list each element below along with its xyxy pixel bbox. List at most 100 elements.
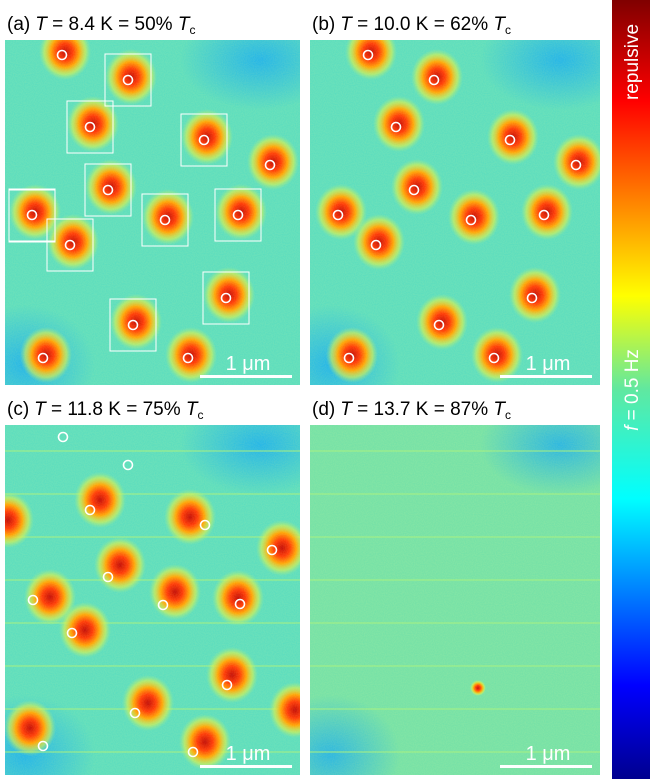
map-image (310, 425, 600, 775)
panel: (d) T = 13.7 K = 87% Tc1 μm (310, 399, 600, 775)
vortex-marker (27, 594, 39, 606)
vortex-marker (182, 352, 194, 364)
vortex-box (84, 163, 132, 217)
vortex-marker (64, 239, 76, 251)
colorbar-text: = 0.5 Hz (622, 349, 643, 426)
vortex-marker (102, 184, 114, 196)
vortex-marker (232, 209, 244, 221)
vortex-marker (56, 49, 68, 61)
vortex-marker (504, 134, 516, 146)
scale-bar (500, 765, 592, 768)
map-image (5, 425, 300, 775)
panel-text: = 13.7 K = 87% (352, 399, 494, 420)
panel-label: (b) (312, 14, 335, 35)
colorbar (612, 0, 650, 779)
panel-text: = 11.8 K = 75% (46, 399, 186, 420)
colorbar-top-label: repulsive (622, 24, 643, 100)
vortex-marker (570, 159, 582, 171)
vortex-marker (408, 184, 420, 196)
vortex-marker (465, 214, 477, 226)
panel: (c) T = 11.8 K = 75% Tc1 μm (5, 399, 300, 775)
vortex-box (202, 271, 250, 325)
colorbar-var: f (622, 424, 643, 431)
colorbar-label: f = 0.5 Hz (622, 349, 643, 431)
vortex-marker (187, 746, 199, 758)
vortex-marker (127, 319, 139, 331)
vortex-marker (488, 352, 500, 364)
panel-var2: T (493, 399, 506, 420)
vortex-marker (66, 627, 78, 639)
vortex-marker (57, 431, 69, 443)
vortex-marker (538, 209, 550, 221)
panel-var: T (340, 14, 353, 35)
vortex-marker (84, 121, 96, 133)
panel-var2: T (178, 14, 191, 35)
vortex-marker (362, 49, 374, 61)
vortex-marker (37, 352, 49, 364)
vortex-marker (159, 214, 171, 226)
vortex-box (104, 53, 152, 107)
map-noise (310, 425, 600, 775)
map-noise (310, 40, 600, 385)
scale-bar-label: 1 μm (226, 353, 271, 375)
scale-bar (200, 375, 292, 378)
vortex-marker (370, 239, 382, 251)
vortex-marker (129, 707, 141, 719)
panel-var2: T (493, 14, 506, 35)
panel-title: (c) T = 11.8 K = 75% Tc (7, 399, 204, 422)
panel-title: (a) T = 8.4 K = 50% Tc (7, 14, 195, 37)
map-image (310, 40, 600, 385)
panel-sub: c (505, 23, 511, 37)
panel: (b) T = 10.0 K = 62% Tc1 μm (310, 14, 600, 385)
panel: (a) T = 8.4 K = 50% Tc1 μm (5, 14, 300, 385)
vortex-box (180, 113, 228, 167)
vortex-marker (37, 740, 49, 752)
vortex-marker (199, 519, 211, 531)
vortex-marker (122, 74, 134, 86)
vortex-marker (433, 319, 445, 331)
scale-bar-label: 1 μm (526, 353, 571, 375)
vortex-marker (198, 134, 210, 146)
vortex-box (66, 100, 114, 154)
map-noise (5, 40, 300, 385)
panel-sub: c (198, 408, 204, 422)
panel-title: (d) T = 13.7 K = 87% Tc (312, 399, 511, 422)
panel-label: (d) (312, 399, 335, 420)
vortex-marker (428, 74, 440, 86)
vortex-marker (332, 209, 344, 221)
scale-bar-label: 1 μm (226, 743, 271, 765)
vortex-marker (266, 544, 278, 556)
vortex-marker (220, 292, 232, 304)
panel-var: T (34, 399, 47, 420)
vortex-box (214, 188, 262, 242)
vortex-marker (234, 598, 246, 610)
vortex-box (141, 193, 189, 247)
panel-label: (c) (7, 399, 29, 420)
vortex-marker (122, 459, 134, 471)
vortex-marker (526, 292, 538, 304)
vortex-marker (157, 599, 169, 611)
panel-sub: c (505, 408, 511, 422)
vortex-box (8, 189, 56, 243)
panel-text: = 10.0 K = 62% (352, 14, 494, 35)
scale-bar-label: 1 μm (526, 743, 571, 765)
vortex-marker (343, 352, 355, 364)
panel-sub: c (189, 23, 195, 37)
vortex-box (109, 298, 157, 352)
panel-label: (a) (7, 14, 30, 35)
vortex-box (46, 218, 94, 272)
vortex-marker (102, 571, 114, 583)
panel-var2: T (186, 399, 199, 420)
panel-var: T (340, 399, 353, 420)
map-image (5, 40, 300, 385)
vortex-marker (390, 121, 402, 133)
vortex-marker (264, 159, 276, 171)
panel-text: = 8.4 K = 50% (47, 14, 178, 35)
map-noise (5, 425, 300, 775)
panel-title: (b) T = 10.0 K = 62% Tc (312, 14, 511, 37)
vortex-marker (84, 504, 96, 516)
scale-bar (500, 375, 592, 378)
scale-bar (200, 765, 292, 768)
